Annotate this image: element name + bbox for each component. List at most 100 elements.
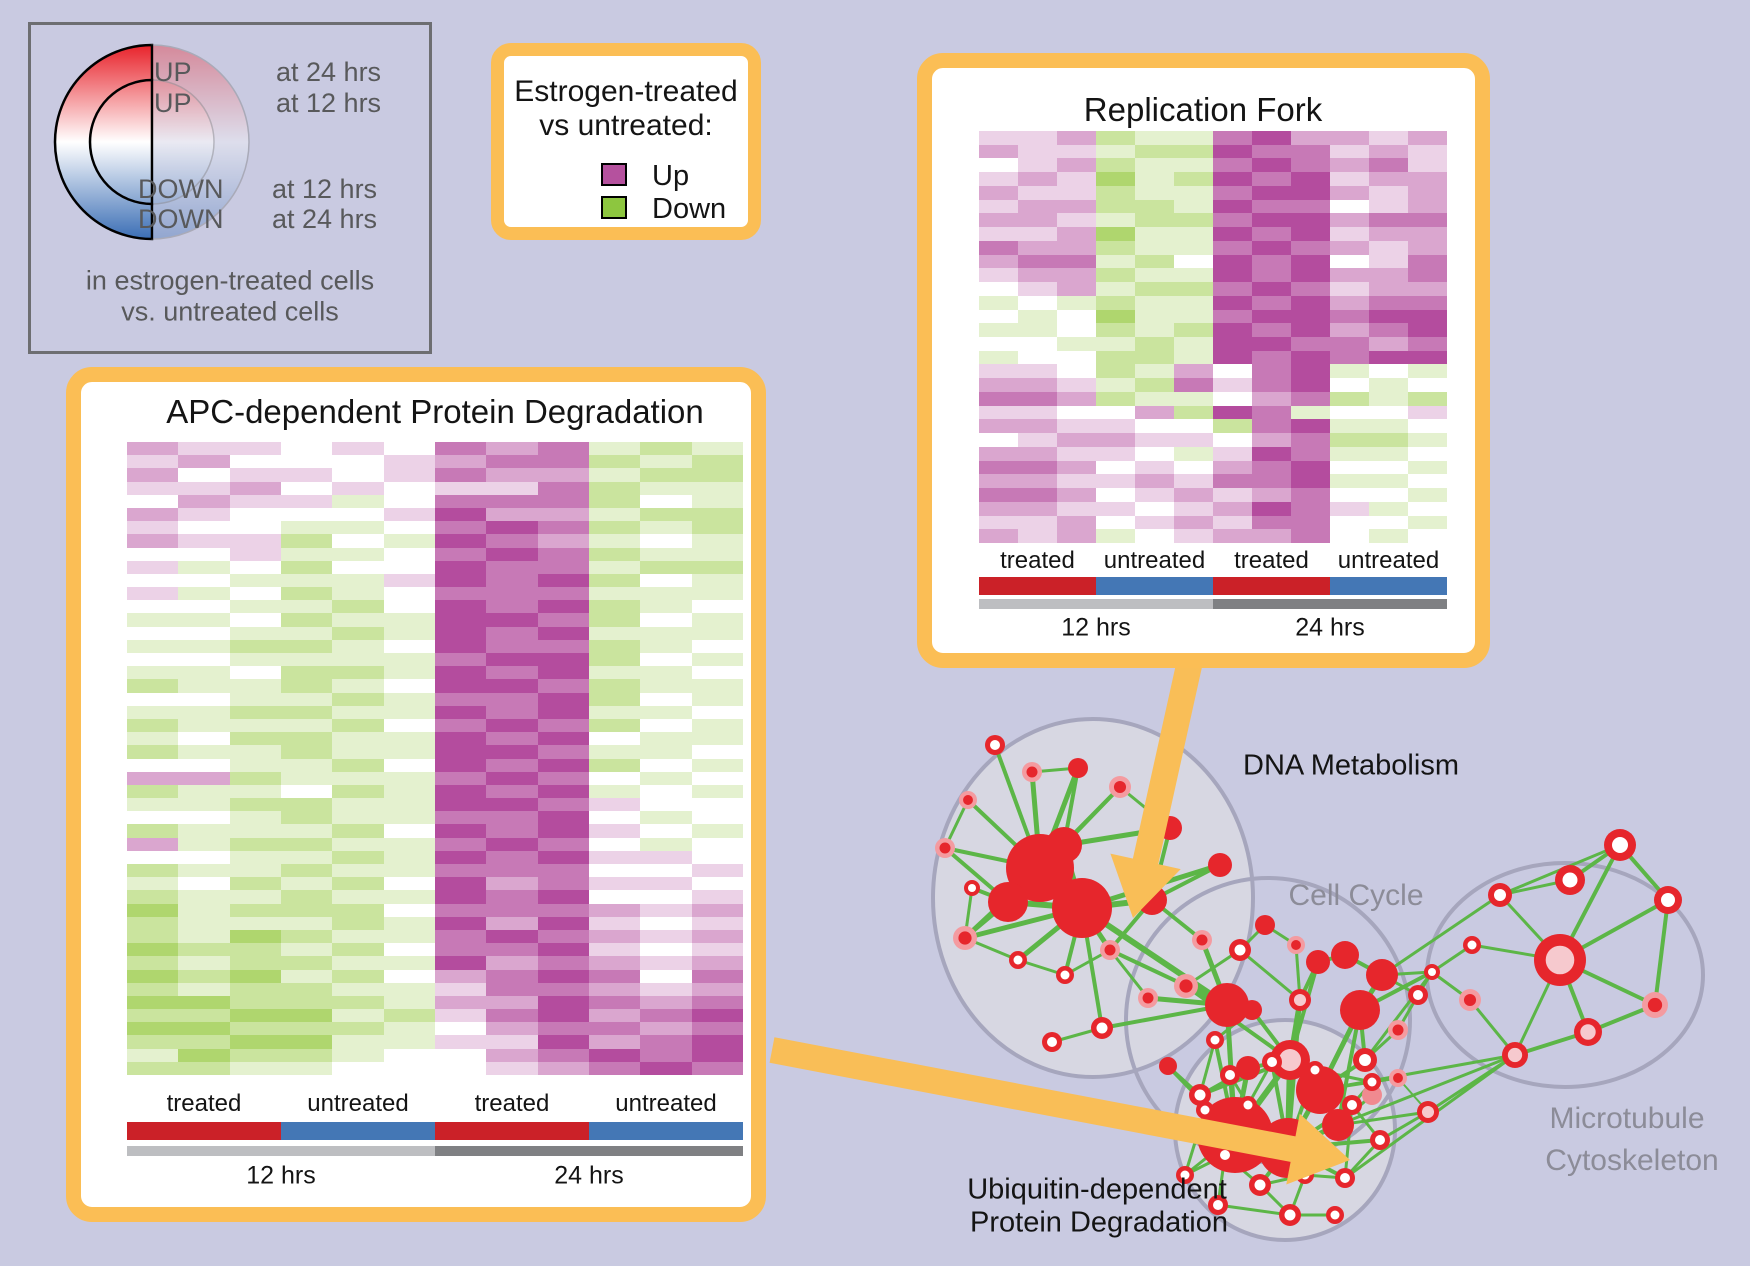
heatmap-cell (1096, 268, 1135, 283)
heatmap-cell (1291, 474, 1330, 489)
heatmap-cell (537, 666, 589, 680)
heatmap-cell (486, 771, 538, 785)
network-node-core (1612, 837, 1628, 853)
heatmap-cell (434, 560, 487, 574)
heatmap-cell (1369, 323, 1408, 337)
heatmap-cell (1213, 144, 1252, 159)
heatmap-cell (1213, 336, 1252, 351)
heatmap-cell (1291, 295, 1330, 310)
heatmap-cell (178, 1061, 230, 1075)
heatmap-cell (1408, 378, 1447, 392)
down-label: Down (652, 193, 727, 225)
rf-24hrs-bar (1213, 599, 1447, 609)
heatmap-cell (434, 600, 487, 614)
heatmap-cell (229, 442, 281, 456)
heatmap-cell (280, 824, 333, 838)
heatmap-cell (1330, 419, 1369, 434)
heatmap-cell (434, 758, 487, 772)
heatmap-cell (1174, 282, 1213, 296)
heatmap-cell (1408, 501, 1447, 516)
heatmap-cell (280, 969, 333, 983)
heatmap-cell (434, 613, 487, 627)
heatmap-cell (979, 309, 1018, 324)
heatmap-cell (588, 732, 641, 746)
heatmap-cell (178, 1035, 230, 1049)
heatmap-cell (280, 1022, 333, 1036)
heatmap-cell (178, 864, 230, 878)
heatmap-cell (127, 890, 179, 904)
heatmap-cell (979, 295, 1018, 310)
heatmap-cell (1096, 282, 1135, 296)
heatmap-cell (383, 877, 435, 891)
up-label: Up (652, 160, 690, 192)
heatmap-cell (1369, 405, 1408, 420)
heatmap-cell (537, 864, 589, 878)
heatmap-cell (332, 547, 384, 561)
heatmap-cell (127, 1022, 179, 1036)
rf-group-untreated-24: untreated (1337, 547, 1440, 574)
heatmap-cell (486, 798, 538, 812)
heatmap-cell (434, 653, 487, 667)
heatmap-cell (332, 573, 384, 588)
heatmap-cell (178, 666, 230, 680)
heatmap-cell (178, 1009, 230, 1023)
heatmap-cell (383, 560, 435, 574)
heatmap-cell (127, 666, 179, 680)
network-node-core (1267, 1057, 1277, 1067)
heatmap-cell (434, 903, 487, 917)
heatmap-cell (486, 1035, 538, 1049)
heatmap-cell (1408, 323, 1447, 337)
heatmap-cell (1369, 213, 1408, 228)
heatmap-cell (486, 442, 538, 456)
heatmap-cell (383, 442, 435, 456)
heatmap-cell (229, 653, 281, 667)
heatmap-cell (1252, 199, 1291, 214)
heatmap-cell (537, 943, 589, 957)
heatmap-cell (1018, 364, 1057, 379)
network-node-core (1310, 1065, 1320, 1075)
heatmap-cell (229, 639, 281, 653)
heatmap-cell (332, 718, 384, 733)
heatmap-cell (691, 916, 743, 930)
heatmap-cell (127, 982, 179, 996)
heatmap-cell (434, 521, 487, 535)
heatmap-cell (1018, 185, 1057, 200)
heatmap-cell (1330, 391, 1369, 406)
heatmap-cell (434, 837, 487, 851)
heatmap-cell (486, 692, 538, 706)
heatmap-cell (691, 890, 743, 904)
apc-group-untreated-24: untreated (615, 1090, 717, 1117)
heatmap-cell (1057, 419, 1096, 434)
heatmap-cell (640, 877, 692, 891)
heatmap-cell (691, 679, 743, 693)
heatmap-cell (1213, 364, 1252, 379)
heatmap-cell (1057, 378, 1096, 392)
network-node-core (1284, 1209, 1296, 1221)
cell-cycle-label: Cell Cycle (1288, 879, 1424, 912)
heatmap-cell (280, 692, 333, 706)
heatmap-cell (1252, 323, 1291, 337)
heatmap-cell (691, 969, 743, 983)
heatmap-cell (1174, 446, 1213, 461)
heatmap-cell (1252, 433, 1291, 447)
heatmap-cell (640, 442, 692, 456)
heatmap-cell (486, 468, 538, 482)
heatmap-cell (1330, 131, 1369, 145)
heatmap-cell (640, 1022, 692, 1036)
heatmap-cell (178, 982, 230, 996)
heatmap-cell (1174, 391, 1213, 406)
heatmap-cell (332, 732, 384, 746)
heatmap-cell (979, 529, 1018, 543)
heatmap-cell (1330, 282, 1369, 296)
heatmap-cell (486, 613, 538, 627)
heatmap-cell (640, 1009, 692, 1023)
heatmap-cell (1330, 433, 1369, 447)
heatmap-cell (434, 745, 487, 759)
heatmap-cell (1057, 433, 1096, 447)
heatmap-cell (332, 639, 384, 653)
heatmap-cell (1330, 144, 1369, 159)
heatmap-cell (332, 521, 384, 535)
heatmap-cell (1174, 227, 1213, 241)
heatmap-cell (383, 784, 435, 799)
heatmap-cell (691, 494, 743, 508)
